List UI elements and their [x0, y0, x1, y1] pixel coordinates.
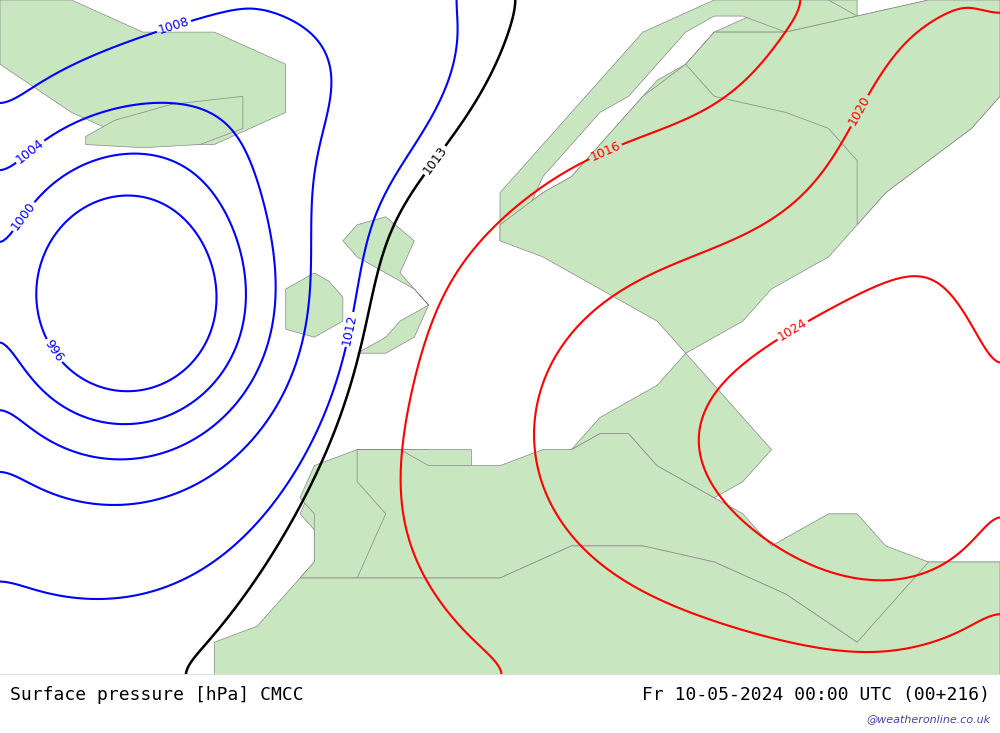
Text: Surface pressure [hPa] CMCC: Surface pressure [hPa] CMCC — [10, 686, 304, 704]
Polygon shape — [300, 449, 471, 578]
Text: 1024: 1024 — [776, 317, 810, 344]
Polygon shape — [86, 96, 243, 148]
Text: 1020: 1020 — [846, 94, 873, 128]
Text: Fr 10-05-2024 00:00 UTC (00+216): Fr 10-05-2024 00:00 UTC (00+216) — [642, 686, 990, 704]
Polygon shape — [686, 0, 1000, 225]
Text: 1012: 1012 — [340, 313, 359, 346]
Text: 996: 996 — [42, 338, 66, 364]
Polygon shape — [500, 0, 1000, 498]
Text: 1016: 1016 — [588, 139, 622, 164]
Text: 1004: 1004 — [14, 136, 47, 166]
Polygon shape — [500, 0, 857, 241]
Polygon shape — [0, 0, 286, 144]
Polygon shape — [343, 217, 429, 353]
Text: @weatheronline.co.uk: @weatheronline.co.uk — [866, 714, 990, 724]
Polygon shape — [286, 273, 343, 337]
Text: 1008: 1008 — [157, 15, 191, 37]
Polygon shape — [214, 546, 1000, 674]
Text: 1000: 1000 — [9, 200, 38, 233]
Polygon shape — [300, 433, 1000, 674]
Text: 1013: 1013 — [420, 144, 449, 177]
Polygon shape — [500, 0, 857, 225]
